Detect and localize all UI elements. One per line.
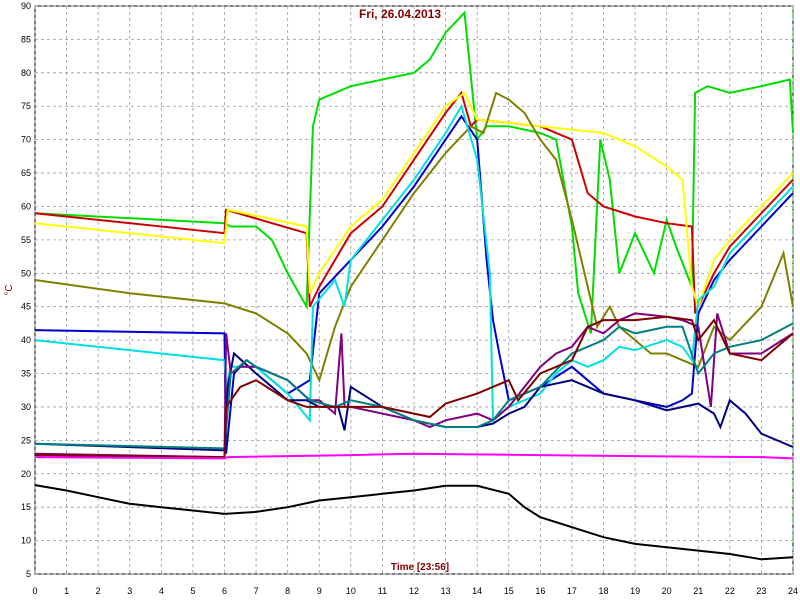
- x-tick-label: 0: [32, 586, 37, 596]
- x-tick-label: 23: [756, 586, 766, 596]
- series-line: [34, 315, 794, 459]
- y-tick-label: 25: [21, 435, 31, 445]
- x-tick-label: 4: [159, 586, 164, 596]
- x-tick-label: 2: [96, 586, 101, 596]
- y-tick-label: 40: [21, 335, 31, 345]
- x-tick-label: 13: [441, 586, 451, 596]
- x-tick-label: 3: [127, 586, 132, 596]
- x-tick-label: 15: [504, 586, 514, 596]
- x-tick-label: 9: [317, 586, 322, 596]
- series-line: [34, 103, 794, 423]
- y-tick-label: 35: [21, 369, 31, 379]
- x-tick-label: 17: [567, 586, 577, 596]
- y-tick-label: 65: [21, 168, 31, 178]
- series-line: [34, 452, 794, 460]
- series-line: [34, 484, 794, 561]
- y-tick-label: 60: [21, 201, 31, 211]
- x-tick-label: 16: [535, 586, 545, 596]
- x-tick-label: 24: [788, 586, 798, 596]
- chart-title: Fri, 26.04.2013: [359, 7, 441, 21]
- y-tick-label: 75: [21, 101, 31, 111]
- x-axis-label: Time [23:56]: [391, 562, 449, 573]
- y-tick-label: 20: [21, 469, 31, 479]
- y-tick-label: 30: [21, 402, 31, 412]
- x-tick-label: 11: [378, 586, 387, 596]
- y-tick-label: 15: [21, 502, 31, 512]
- x-tick-label: 14: [472, 586, 482, 596]
- x-tick-label: 8: [285, 586, 290, 596]
- series-line: [34, 91, 794, 383]
- series-line: [34, 322, 794, 450]
- x-tick-label: 18: [598, 586, 608, 596]
- y-tick-label: 50: [21, 268, 31, 278]
- x-tick-label: 20: [662, 586, 672, 596]
- y-tick-label: 80: [21, 68, 31, 78]
- x-tick-label: 1: [64, 586, 69, 596]
- y-tick-label: 5: [26, 569, 31, 579]
- y-tick-label: 55: [21, 235, 31, 245]
- x-tick-label: 5: [190, 586, 195, 596]
- x-tick-label: 19: [630, 586, 640, 596]
- y-tick-label: 70: [21, 135, 31, 145]
- x-tick-label: 21: [693, 586, 703, 596]
- x-tick-label: 22: [725, 586, 735, 596]
- y-tick-label: 45: [21, 302, 31, 312]
- x-tick-label: 10: [346, 586, 356, 596]
- x-tick-label: 6: [222, 586, 227, 596]
- y-tick-label: 10: [21, 536, 31, 546]
- y-axis-label: °C: [4, 284, 15, 295]
- y-tick-label: 90: [21, 1, 31, 11]
- x-tick-label: 12: [409, 586, 419, 596]
- x-tick-label: 7: [254, 586, 259, 596]
- y-tick-label: 85: [21, 34, 31, 44]
